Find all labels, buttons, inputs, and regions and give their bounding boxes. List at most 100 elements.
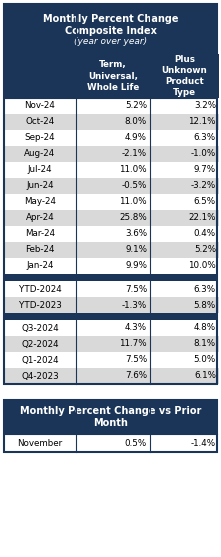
Bar [150, 242, 219, 258]
Bar [76, 210, 150, 226]
Bar [76, 281, 150, 297]
Bar [76, 368, 150, 384]
Text: 11.7%: 11.7% [119, 340, 147, 349]
Text: 9.7%: 9.7% [194, 165, 216, 174]
Text: 10.0%: 10.0% [188, 261, 216, 271]
Text: (year over year): (year over year) [74, 37, 147, 46]
Bar [76, 130, 150, 146]
Text: Feb-24: Feb-24 [25, 246, 55, 255]
Bar [4, 146, 76, 162]
Text: 0.5%: 0.5% [125, 438, 147, 447]
Bar [150, 320, 219, 336]
Text: 5.2%: 5.2% [125, 101, 147, 110]
Bar [76, 146, 150, 162]
Bar [150, 210, 219, 226]
Text: Sep-24: Sep-24 [25, 134, 55, 143]
Text: Q1-2024: Q1-2024 [21, 355, 59, 364]
Text: Jun-24: Jun-24 [26, 182, 54, 190]
Bar [4, 194, 76, 210]
Bar [4, 4, 217, 384]
Bar [4, 274, 217, 281]
Text: 11.0%: 11.0% [119, 165, 147, 174]
Bar [150, 352, 219, 368]
Bar [4, 352, 76, 368]
Text: Monthly Percent Change vs Prior
Month: Monthly Percent Change vs Prior Month [20, 405, 201, 428]
Text: -3.2%: -3.2% [191, 182, 216, 190]
Bar [4, 400, 217, 452]
Text: Nov-24: Nov-24 [25, 101, 55, 110]
Text: Apr-24: Apr-24 [26, 213, 54, 222]
Bar [150, 146, 219, 162]
Bar [4, 400, 217, 434]
Bar [76, 114, 150, 130]
Text: -1.3%: -1.3% [122, 300, 147, 310]
Text: 9.1%: 9.1% [125, 246, 147, 255]
Bar [150, 162, 219, 178]
Bar [76, 297, 150, 313]
Text: 6.5%: 6.5% [194, 198, 216, 207]
Text: 4.9%: 4.9% [125, 134, 147, 143]
Text: -1.4%: -1.4% [191, 438, 216, 447]
Text: 7.5%: 7.5% [125, 285, 147, 294]
Bar [4, 98, 76, 114]
Text: 25.8%: 25.8% [119, 213, 147, 222]
Bar [76, 194, 150, 210]
Text: 8.0%: 8.0% [125, 118, 147, 126]
Text: 6.3%: 6.3% [194, 134, 216, 143]
Bar [150, 98, 219, 114]
Text: November: November [17, 438, 63, 447]
Bar [76, 178, 150, 194]
Bar [150, 297, 219, 313]
Bar [150, 226, 219, 242]
Bar [150, 54, 219, 98]
Bar [150, 281, 219, 297]
Bar [150, 114, 219, 130]
Text: Oct-24: Oct-24 [25, 118, 55, 126]
Text: 9.9%: 9.9% [125, 261, 147, 271]
Text: Jan-24: Jan-24 [26, 261, 54, 271]
Bar [4, 130, 76, 146]
Text: YTD-2024: YTD-2024 [19, 285, 61, 294]
Text: 4.8%: 4.8% [194, 324, 216, 333]
Bar [4, 336, 76, 352]
Text: 3.6%: 3.6% [125, 229, 147, 238]
Text: Term,
Universal,
Whole Life: Term, Universal, Whole Life [87, 60, 139, 91]
Text: May-24: May-24 [24, 198, 56, 207]
Bar [76, 226, 150, 242]
Bar [150, 258, 219, 274]
Text: 7.6%: 7.6% [125, 372, 147, 380]
Bar [4, 226, 76, 242]
Bar [4, 114, 76, 130]
Bar [76, 162, 150, 178]
Text: 5.2%: 5.2% [194, 246, 216, 255]
Text: Mar-24: Mar-24 [25, 229, 55, 238]
Text: 12.1%: 12.1% [189, 118, 216, 126]
Text: 7.5%: 7.5% [125, 355, 147, 364]
Text: 6.3%: 6.3% [194, 285, 216, 294]
Bar [76, 242, 150, 258]
Text: 8.1%: 8.1% [194, 340, 216, 349]
Text: 22.1%: 22.1% [189, 213, 216, 222]
Bar [150, 130, 219, 146]
Bar [4, 178, 76, 194]
Bar [76, 258, 150, 274]
Bar [4, 320, 76, 336]
Text: 5.8%: 5.8% [194, 300, 216, 310]
Bar [4, 162, 76, 178]
Bar [4, 54, 76, 98]
Text: Plus
Unknown
Product
Type: Plus Unknown Product Type [162, 55, 207, 97]
Text: 4.3%: 4.3% [125, 324, 147, 333]
Bar [76, 434, 150, 452]
Bar [76, 320, 150, 336]
Bar [150, 178, 219, 194]
Text: 5.0%: 5.0% [194, 355, 216, 364]
Bar [150, 194, 219, 210]
Bar [4, 368, 76, 384]
Text: Q4-2023: Q4-2023 [21, 372, 59, 380]
Text: Aug-24: Aug-24 [24, 149, 56, 159]
Bar [4, 4, 217, 54]
Text: 3.2%: 3.2% [194, 101, 216, 110]
Text: -0.5%: -0.5% [122, 182, 147, 190]
Text: Monthly Percent Change
Composite Index: Monthly Percent Change Composite Index [43, 13, 178, 36]
Text: YTD-2023: YTD-2023 [19, 300, 61, 310]
